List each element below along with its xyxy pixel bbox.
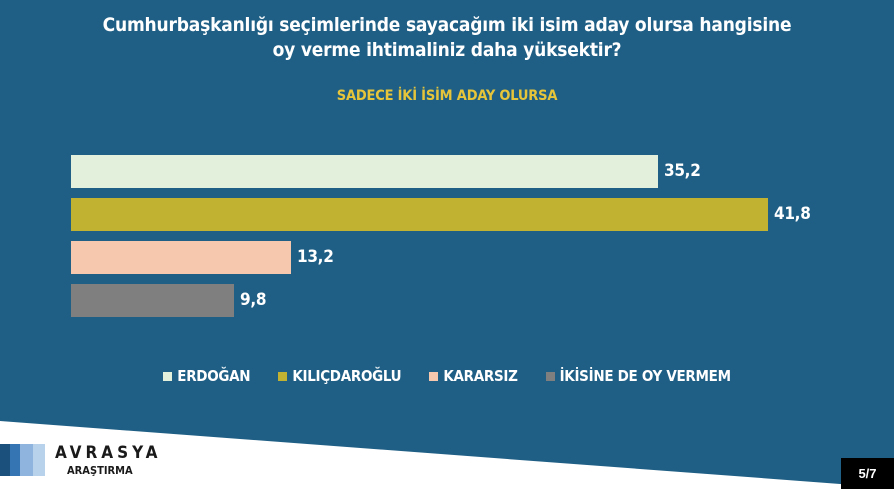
legend-item-ikisine-de-oy-vermem: İKİSİNE DE OY VERMEM bbox=[545, 367, 731, 385]
legend-label: İKİSİNE DE OY VERMEM bbox=[559, 367, 731, 385]
logo-stripe bbox=[0, 444, 10, 476]
legend-swatch bbox=[278, 371, 288, 381]
legend-label: ERDOĞAN bbox=[177, 367, 251, 385]
brand-name: AVRASYA bbox=[55, 443, 162, 463]
bar-kilicdaroglu bbox=[71, 198, 768, 231]
legend-label: KILIÇDAROĞLU bbox=[292, 367, 402, 385]
chart-subtitle: SADECE İKİ İSİM ADAY OLURSA bbox=[336, 88, 558, 104]
legend-label: KARARSIZ bbox=[443, 367, 518, 385]
bar-value-label: 35,2 bbox=[664, 161, 701, 181]
bar-value-label: 41,8 bbox=[774, 204, 811, 224]
legend-item-kararsiz: KARARSIZ bbox=[429, 367, 518, 385]
page-indicator: 5/7 bbox=[841, 458, 894, 489]
chart-legend: ERDOĞAN KILIÇDAROĞLU KARARSIZ İKİSİNE DE… bbox=[0, 367, 894, 385]
legend-swatch bbox=[163, 371, 173, 381]
avrasya-logo-mark bbox=[0, 444, 45, 476]
logo-stripe bbox=[33, 444, 45, 476]
legend-item-erdogan: ERDOĞAN bbox=[163, 367, 251, 385]
legend-item-kilicdaroglu: KILIÇDAROĞLU bbox=[278, 367, 402, 385]
logo-stripe bbox=[20, 444, 33, 476]
legend-swatch bbox=[429, 371, 439, 381]
chart-title: Cumhurbaşkanlığı seçimlerinde sayacağım … bbox=[0, 13, 894, 63]
chart-title-line1: Cumhurbaşkanlığı seçimlerinde sayacağım … bbox=[102, 14, 792, 36]
legend-swatch bbox=[545, 371, 555, 381]
bar-value-label: 13,2 bbox=[297, 247, 334, 267]
bar-value-label: 9,8 bbox=[240, 290, 267, 310]
logo-stripe bbox=[10, 444, 20, 476]
brand-subtitle: ARAŞTIRMA bbox=[67, 464, 133, 477]
chart-title-line2: oy verme ihtimaliniz daha yüksektir? bbox=[272, 39, 622, 61]
bar-kararsiz bbox=[71, 241, 291, 274]
bar-erdogan bbox=[71, 155, 658, 188]
bar-ikisine-de-oy-vermem bbox=[71, 284, 234, 317]
